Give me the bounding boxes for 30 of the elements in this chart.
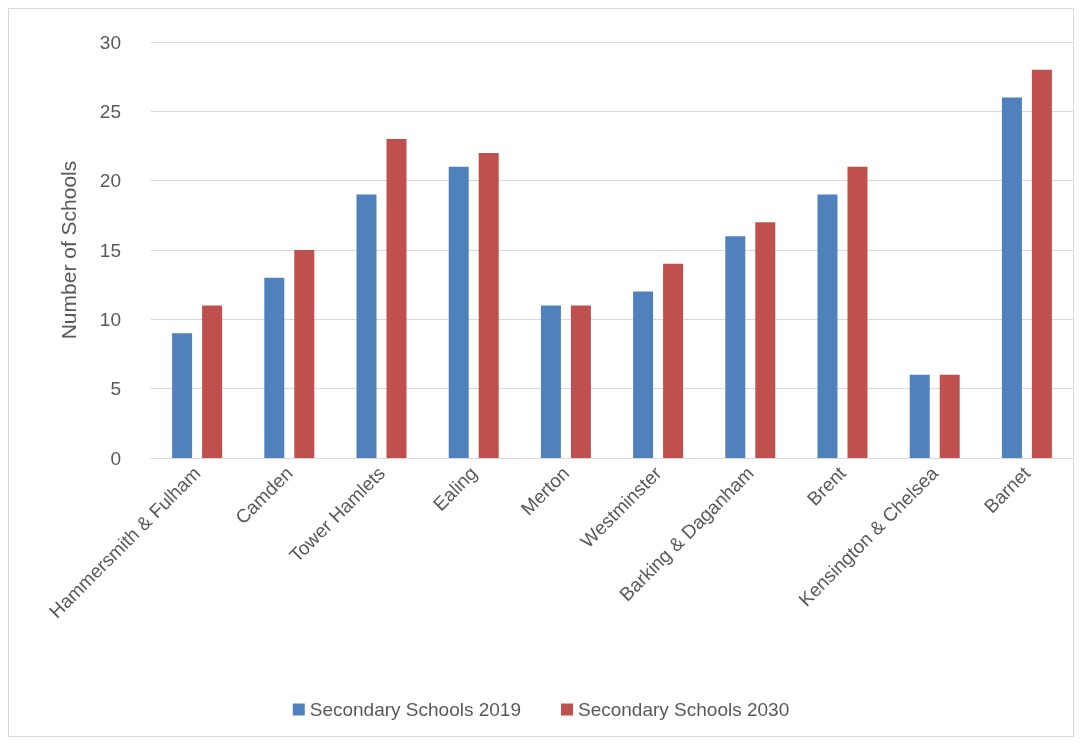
bar xyxy=(663,263,684,458)
legend-label: Secondary Schools 2030 xyxy=(578,699,790,720)
bar xyxy=(1031,69,1052,458)
bar xyxy=(939,374,960,458)
y-tick-label: 10 xyxy=(99,308,121,330)
bar xyxy=(909,374,930,458)
bar xyxy=(172,333,193,458)
bar xyxy=(817,194,838,458)
bar xyxy=(264,277,285,458)
legend-label: Secondary Schools 2019 xyxy=(309,699,522,720)
bar xyxy=(725,236,746,458)
y-tick-label: 5 xyxy=(110,378,121,400)
bar xyxy=(294,250,315,458)
y-tick-label: 25 xyxy=(99,100,121,122)
y-tick-label: 15 xyxy=(99,239,121,261)
bar xyxy=(478,152,499,458)
bar xyxy=(1001,97,1022,458)
y-tick-label: 30 xyxy=(99,31,121,53)
bar xyxy=(633,291,654,458)
bar xyxy=(448,166,469,458)
bar xyxy=(356,194,377,458)
bar xyxy=(540,305,561,458)
bar xyxy=(570,305,591,458)
y-tick-label: 20 xyxy=(99,170,121,192)
y-axis-title: Number of Schools xyxy=(57,160,80,340)
y-tick-label: 0 xyxy=(110,447,121,469)
bar xyxy=(755,222,776,458)
bar xyxy=(202,305,223,458)
bar xyxy=(847,166,868,458)
bar xyxy=(386,139,407,458)
